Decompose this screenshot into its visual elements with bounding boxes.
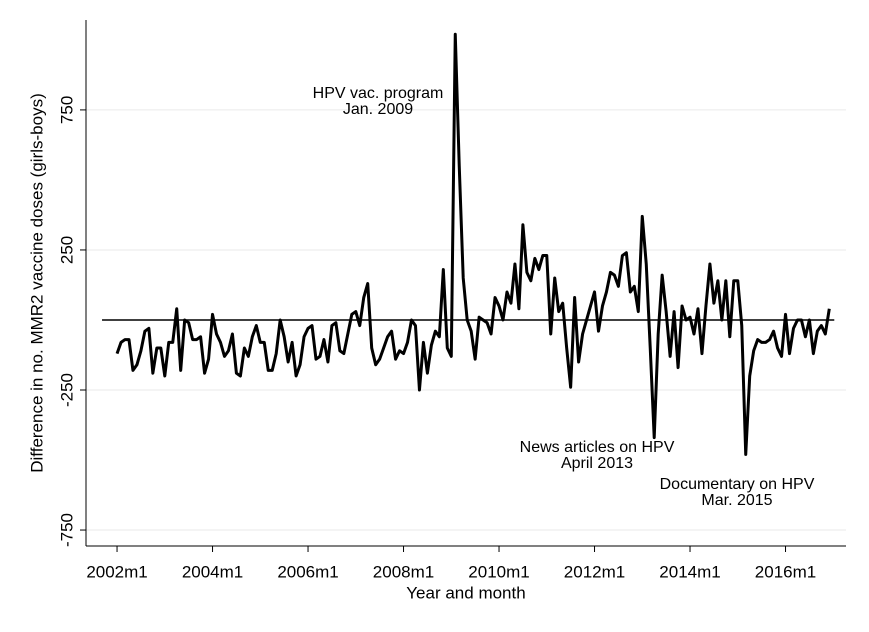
x-tick-label: 2006m1 xyxy=(277,562,338,581)
x-tick-label: 2010m1 xyxy=(468,562,529,581)
annotation: News articles on HPV xyxy=(520,439,675,456)
x-tick-label: 2014m1 xyxy=(659,562,720,581)
annotation: Mar. 2015 xyxy=(701,492,772,509)
annotation: April 2013 xyxy=(561,455,633,472)
x-tick-label: 2002m1 xyxy=(86,562,147,581)
data-line xyxy=(115,32,831,456)
y-tick-label: 750 xyxy=(57,96,76,124)
y-tick-label: 250 xyxy=(57,236,76,264)
x-axis-title: Year and month xyxy=(406,583,525,602)
x-tick-label: 2004m1 xyxy=(182,562,243,581)
y-tick-label: -750 xyxy=(57,513,76,547)
annotation: Jan. 2009 xyxy=(343,101,413,118)
x-tick-label: 2008m1 xyxy=(373,562,434,581)
annotation: HPV vac. program xyxy=(313,85,444,102)
x-tick-label: 2016m1 xyxy=(755,562,816,581)
y-tick-label: -250 xyxy=(57,373,76,407)
y-axis-title: Difference in no. MMR2 vaccine doses (gi… xyxy=(27,93,46,473)
x-tick-label: 2012m1 xyxy=(564,562,625,581)
annotation: Documentary on HPV xyxy=(660,476,815,493)
